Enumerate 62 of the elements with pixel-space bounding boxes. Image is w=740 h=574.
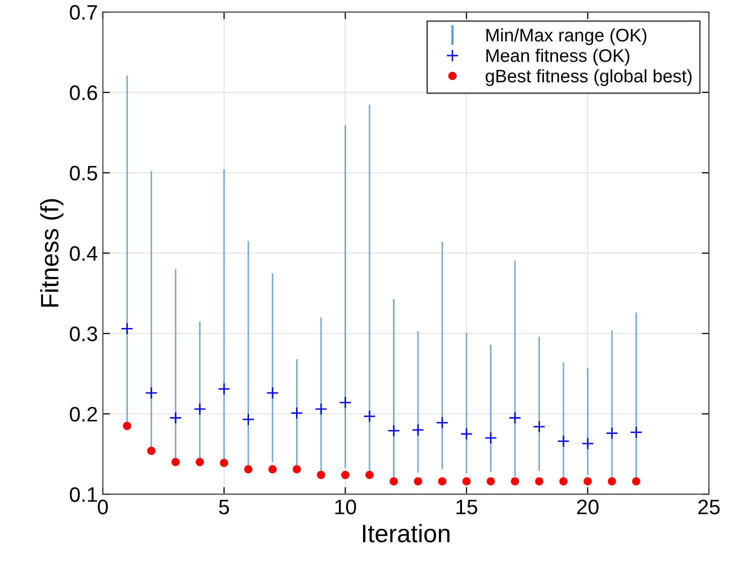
point <box>388 424 400 437</box>
point <box>581 437 594 450</box>
point <box>436 416 449 429</box>
point <box>535 477 544 486</box>
y-tick-label: 0.1 <box>70 487 97 502</box>
point <box>339 396 352 409</box>
point <box>244 465 252 474</box>
point <box>632 477 640 486</box>
point <box>171 458 180 466</box>
legend-label: Mean fitness (OK) <box>486 48 630 66</box>
point <box>122 422 132 430</box>
x-tick-label: 20 <box>577 500 598 514</box>
point <box>292 465 301 474</box>
point <box>559 477 568 486</box>
legend-label: Min/Max range (OK) <box>486 28 646 46</box>
point <box>484 432 497 444</box>
point <box>169 412 182 424</box>
point <box>557 434 570 448</box>
point <box>196 458 204 466</box>
y-tick-label: 0.3 <box>70 326 98 342</box>
point <box>145 386 158 400</box>
point <box>218 382 230 396</box>
x-tick-label: 25 <box>698 500 720 514</box>
x-tick-label: 5 <box>219 500 229 514</box>
point <box>510 477 520 486</box>
point <box>268 465 277 474</box>
legend-label: gBest fitness (global best) <box>486 69 692 86</box>
point <box>242 413 255 426</box>
point <box>290 406 304 420</box>
point <box>266 386 279 400</box>
point <box>438 477 446 486</box>
point <box>363 410 376 423</box>
point <box>532 420 546 433</box>
point <box>220 458 228 468</box>
y-tick-label: 0.5 <box>70 166 98 181</box>
y-tick-label: 0.2 <box>70 406 97 422</box>
y-axis-title: Fitness (f) <box>40 199 64 307</box>
point <box>630 426 642 439</box>
point <box>120 322 134 335</box>
point <box>606 426 618 440</box>
x-axis-title: Iteration <box>363 524 450 542</box>
point <box>412 424 424 436</box>
point <box>486 477 495 486</box>
point <box>462 477 471 486</box>
y-tick-label: 0.4 <box>70 246 98 261</box>
point <box>194 402 206 416</box>
x-tick-label: 0 <box>98 500 108 514</box>
point <box>316 470 326 480</box>
point <box>508 412 522 424</box>
point <box>314 402 328 416</box>
point <box>460 428 473 440</box>
point <box>390 477 398 486</box>
point <box>341 470 350 480</box>
point <box>584 477 592 486</box>
point <box>414 477 422 486</box>
point <box>147 446 156 455</box>
point <box>608 477 616 486</box>
y-tick-label: 0.7 <box>70 5 97 20</box>
x-tick-label: 15 <box>456 500 478 514</box>
y-tick-label: 0.6 <box>70 85 98 100</box>
point <box>365 470 374 480</box>
x-tick-label: 10 <box>335 500 356 514</box>
